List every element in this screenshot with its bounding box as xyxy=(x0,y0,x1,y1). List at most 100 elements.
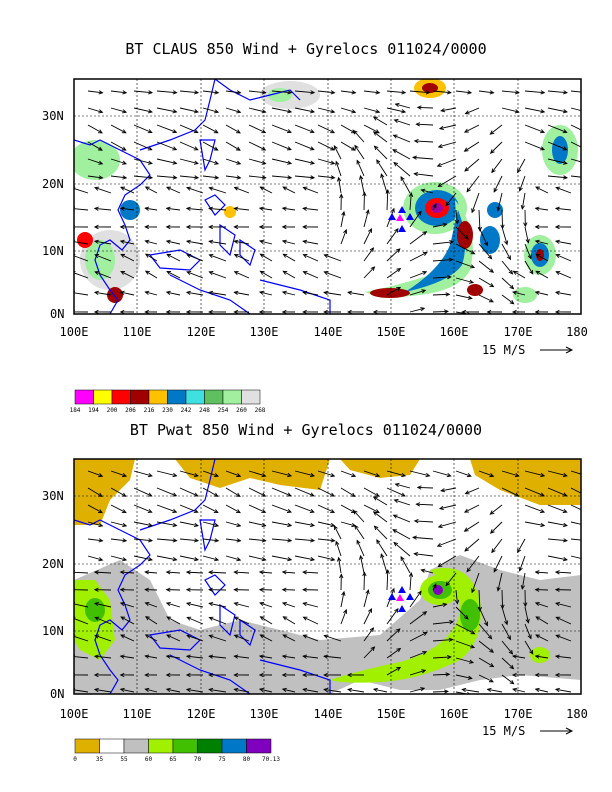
lon-label: 140E xyxy=(314,707,343,721)
wind-vector xyxy=(120,271,135,279)
wind-vector xyxy=(133,487,152,497)
wind-vector-head xyxy=(354,524,359,530)
wind-vector xyxy=(413,536,434,540)
wind-vector xyxy=(317,90,335,94)
wind-vector xyxy=(393,514,411,523)
wind-vector xyxy=(145,270,158,279)
wind-vector xyxy=(186,271,204,279)
wind-vector-head xyxy=(514,90,520,95)
wind-vector xyxy=(248,107,266,113)
wind-vector-head xyxy=(376,159,381,165)
wind-vector-head xyxy=(333,525,338,530)
wind-vector-head xyxy=(166,616,172,621)
wind-vector-head xyxy=(98,109,104,114)
wind-vector-head xyxy=(412,155,417,160)
wind-vector xyxy=(271,487,292,497)
wind-vector-head xyxy=(282,634,288,639)
wind-vector-head xyxy=(147,557,153,562)
wind-vector-head xyxy=(393,161,399,167)
wind-vector xyxy=(110,124,127,134)
wind-vector-head xyxy=(185,239,191,244)
wind-vector-head xyxy=(323,309,328,314)
wind-vector-head xyxy=(172,557,178,562)
wind-vector xyxy=(501,487,519,497)
wind-vector xyxy=(120,634,135,642)
wind-vector-head xyxy=(233,290,239,295)
panel-1-colorbar: 184 194 200 206 216 230 242 248 254 260 268 xyxy=(70,389,266,414)
wind-vector xyxy=(386,628,401,642)
wind-vector-head xyxy=(352,509,358,515)
wind-vector-head xyxy=(282,253,288,258)
wind-vector-head xyxy=(94,186,100,191)
wind-vector-head xyxy=(413,551,419,557)
wind-vector xyxy=(478,260,494,273)
wind-vector xyxy=(145,253,158,262)
wind-vector xyxy=(186,207,204,211)
lon-label: 120E xyxy=(187,325,216,339)
wind-vector xyxy=(340,470,356,477)
wind-vector-head xyxy=(281,601,287,607)
wind-vector-head xyxy=(282,186,288,191)
wind-vector-head xyxy=(330,538,336,543)
wind-vector xyxy=(409,193,412,211)
panel-2-wind-vectors xyxy=(74,470,587,694)
wind-vector-head xyxy=(449,240,455,245)
wind-vector xyxy=(317,487,335,497)
wind-vector-head xyxy=(445,201,450,207)
wind-vector-head xyxy=(400,492,406,497)
wind-vector-head xyxy=(514,492,520,497)
wind-vector-head xyxy=(584,91,588,94)
wind-vector-head xyxy=(287,522,293,528)
wind-vector xyxy=(120,602,135,608)
wind-vector xyxy=(501,606,508,625)
wind-vector xyxy=(282,207,296,211)
wind-vector-head xyxy=(422,270,428,275)
wind-vector xyxy=(133,90,153,94)
wind-vector xyxy=(374,525,388,540)
wind-vector xyxy=(234,254,250,262)
wind-vector-head xyxy=(281,309,287,314)
wind-vector xyxy=(555,634,572,642)
wind-vector xyxy=(432,310,448,313)
wind-vector-head xyxy=(583,557,587,560)
wind-vector xyxy=(186,602,204,608)
wind-vector-head xyxy=(309,146,315,151)
wind-vector xyxy=(478,623,492,640)
wind-vector-head xyxy=(309,508,315,513)
wind-vector xyxy=(380,174,388,194)
wind-vector xyxy=(248,124,266,134)
wind-vector-head xyxy=(165,587,171,592)
wind-vector-head xyxy=(392,134,398,139)
wind-vector xyxy=(179,141,198,151)
wind-vector-head xyxy=(147,109,153,114)
wind-vector xyxy=(74,208,89,211)
panel-1-wind-vectors xyxy=(74,90,588,314)
wind-vector-head xyxy=(214,90,220,95)
wind-vector-head xyxy=(534,239,540,244)
wind-vector-head xyxy=(417,210,422,216)
panel-1-coastline xyxy=(74,79,331,314)
wind-vector xyxy=(186,571,204,574)
colorbar-label: 70 xyxy=(194,756,202,763)
lon-label: 160E xyxy=(440,707,469,721)
wind-vector xyxy=(376,539,388,557)
wind-vector xyxy=(87,107,103,113)
wind-vector-head xyxy=(208,616,214,621)
wind-vector-head xyxy=(310,160,316,165)
wind-vector xyxy=(409,289,426,296)
wind-vector xyxy=(87,487,103,497)
wind-vector-head xyxy=(214,109,220,114)
wind-vector-head xyxy=(193,109,199,114)
colorbar-swatch xyxy=(204,389,224,405)
wind-vector-head xyxy=(554,206,560,211)
wind-vector-head xyxy=(236,90,242,95)
wind-vector-head xyxy=(489,529,495,534)
wind-vector xyxy=(271,470,292,477)
wind-vector-head xyxy=(330,129,336,134)
wind-vector xyxy=(209,635,227,642)
wind-vector-head xyxy=(534,672,540,678)
wind-vector-head xyxy=(416,105,422,110)
wind-vector-head xyxy=(213,492,219,497)
wind-vector xyxy=(324,635,342,642)
wind-vector-head xyxy=(440,488,446,493)
